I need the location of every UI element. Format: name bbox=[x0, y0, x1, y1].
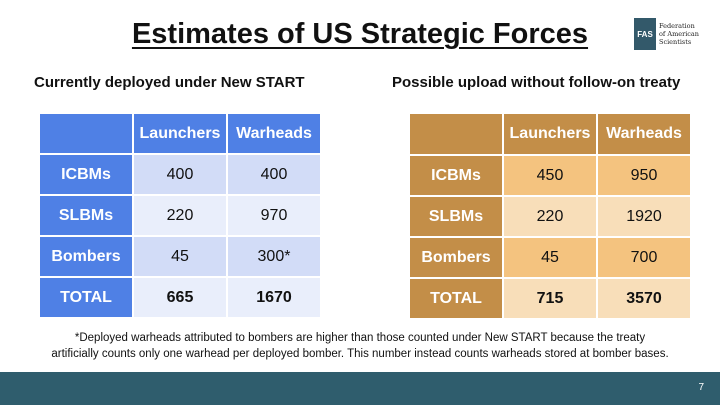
row-label: Bombers bbox=[408, 236, 504, 279]
warheads-cell: 1920 bbox=[596, 195, 692, 238]
launchers-cell: 45 bbox=[132, 235, 228, 278]
logo-line-3: Scientists bbox=[659, 38, 692, 46]
table-row-slbms: SLBMs 220 970 bbox=[38, 194, 322, 237]
left-table-subtitle: Currently deployed under New START bbox=[34, 74, 305, 91]
slide-title: Estimates of US Strategic Forces bbox=[131, 18, 589, 50]
warheads-cell: 300* bbox=[226, 235, 322, 278]
table-row-icbms: ICBMs 400 400 bbox=[38, 153, 322, 196]
launchers-cell: 45 bbox=[502, 236, 598, 279]
logo-line-2: of American bbox=[659, 30, 699, 38]
warheads-total-cell: 1670 bbox=[226, 276, 322, 319]
table-row-bombers: Bombers 45 700 bbox=[408, 236, 692, 279]
launchers-total-cell: 665 bbox=[132, 276, 228, 319]
warheads-cell: 700 bbox=[596, 236, 692, 279]
upload-forces-table: Launchers Warheads ICBMs 450 950 SLBMs 2… bbox=[408, 112, 692, 320]
row-label: Bombers bbox=[38, 235, 134, 278]
row-label: TOTAL bbox=[408, 277, 504, 320]
launchers-cell: 400 bbox=[132, 153, 228, 196]
right-table-subtitle: Possible upload without follow-on treaty bbox=[392, 74, 681, 91]
launchers-cell: 220 bbox=[132, 194, 228, 237]
footer-bar: 7 bbox=[0, 372, 720, 405]
table-header-row: Launchers Warheads bbox=[38, 112, 322, 155]
launchers-cell: 450 bbox=[502, 154, 598, 197]
row-label: ICBMs bbox=[408, 154, 504, 197]
row-label: SLBMs bbox=[408, 195, 504, 238]
col-header-warheads: Warheads bbox=[226, 112, 322, 155]
footnote-line-2: artificially counts only one warhead per… bbox=[51, 348, 669, 360]
col-header-launchers: Launchers bbox=[502, 112, 598, 156]
logo-line-1: Federation bbox=[659, 22, 695, 30]
row-label: TOTAL bbox=[38, 276, 134, 319]
warheads-cell: 950 bbox=[596, 154, 692, 197]
page-number: 7 bbox=[698, 382, 704, 393]
footnote-line-1: *Deployed warheads attributed to bombers… bbox=[74, 332, 646, 344]
fas-logo-text: Federation of American Scientists bbox=[659, 22, 699, 46]
table-corner-cell bbox=[38, 112, 134, 155]
footnote: *Deployed warheads attributed to bombers… bbox=[20, 330, 700, 362]
fas-logo: FAS Federation of American Scientists bbox=[634, 18, 699, 50]
table-row-slbms: SLBMs 220 1920 bbox=[408, 195, 692, 238]
col-header-warheads: Warheads bbox=[596, 112, 692, 156]
fas-logo-mark: FAS bbox=[634, 18, 656, 50]
deployed-forces-table: Launchers Warheads ICBMs 400 400 SLBMs 2… bbox=[38, 112, 322, 319]
table-row-total: TOTAL 665 1670 bbox=[38, 276, 322, 319]
warheads-total-cell: 3570 bbox=[596, 277, 692, 320]
col-header-launchers: Launchers bbox=[132, 112, 228, 155]
table-row-total: TOTAL 715 3570 bbox=[408, 277, 692, 320]
launchers-cell: 220 bbox=[502, 195, 598, 238]
warheads-cell: 400 bbox=[226, 153, 322, 196]
table-header-row: Launchers Warheads bbox=[408, 112, 692, 156]
row-label: ICBMs bbox=[38, 153, 134, 196]
warheads-cell: 970 bbox=[226, 194, 322, 237]
table-row-bombers: Bombers 45 300* bbox=[38, 235, 322, 278]
table-corner-cell bbox=[408, 112, 504, 156]
launchers-total-cell: 715 bbox=[502, 277, 598, 320]
row-label: SLBMs bbox=[38, 194, 134, 237]
table-row-icbms: ICBMs 450 950 bbox=[408, 154, 692, 197]
